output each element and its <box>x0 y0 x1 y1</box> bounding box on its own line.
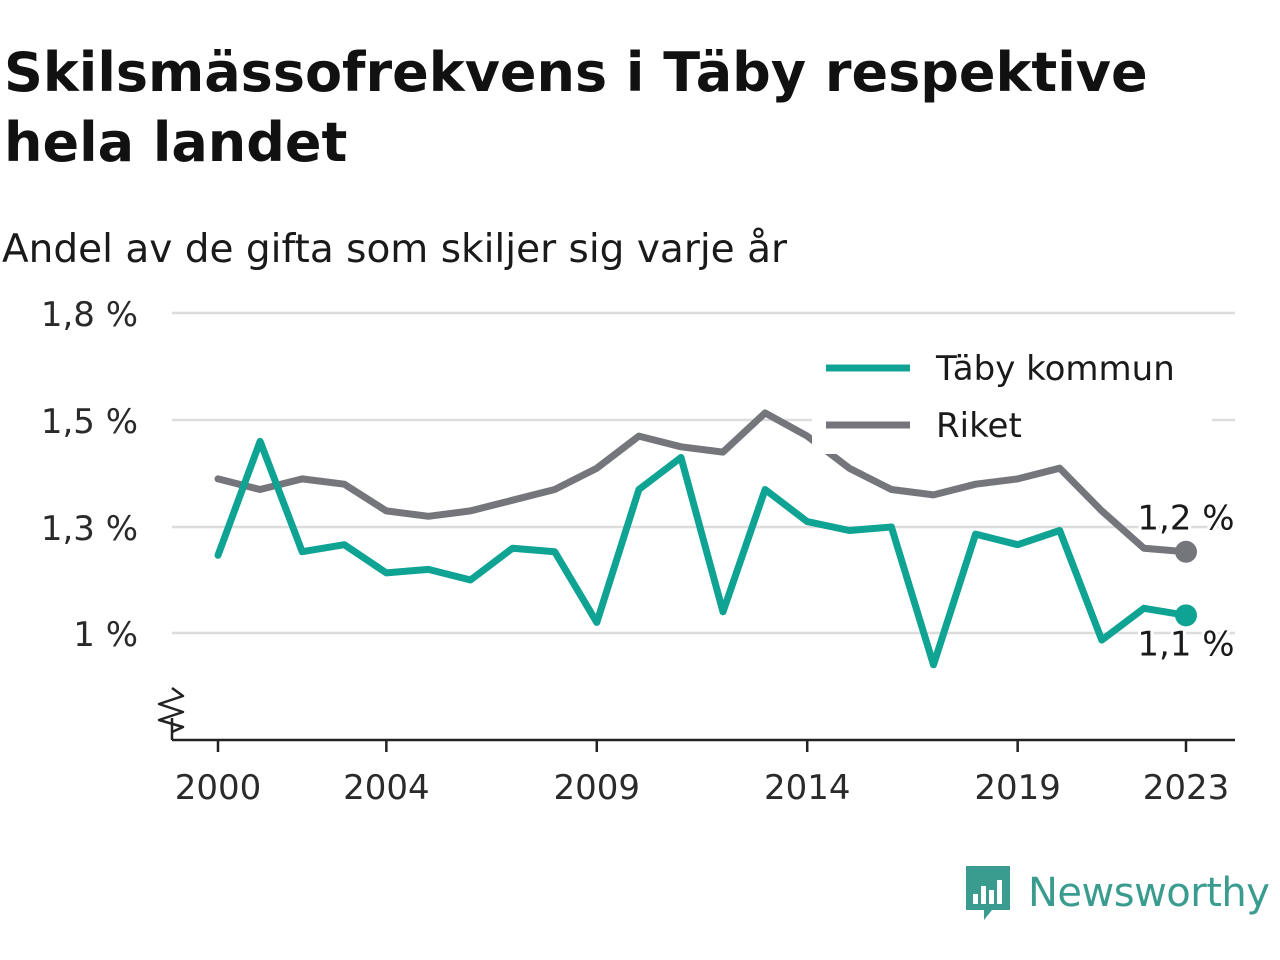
x-tick-label: 2014 <box>764 768 851 808</box>
legend-label-riket: Riket <box>936 406 1022 446</box>
brand: Newsworthy <box>962 858 1270 928</box>
newsworthy-logo-icon <box>966 866 1010 920</box>
end-point-taby <box>1175 604 1197 627</box>
y-tick-label: 1,8 % <box>41 295 138 335</box>
x-tick-label: 2009 <box>554 768 641 808</box>
series-line-riket <box>214 409 1190 556</box>
line-chart: 1 % 1,3 % 1,5 % 1,8 % 2000 2004 2009 2014 2019 20… <box>40 295 1235 808</box>
end-label-riket: 1,2 % <box>1137 499 1234 539</box>
brand-name: Newsworthy <box>1028 870 1270 916</box>
y-tick-label: 1,5 % <box>41 402 138 442</box>
x-tick-label: 2023 <box>1143 768 1230 808</box>
legend-label-taby: Täby kommun <box>935 349 1175 389</box>
x-tick-label: 2000 <box>175 768 262 808</box>
end-label-taby: 1,1 % <box>1137 624 1234 664</box>
legend-background <box>812 342 1212 454</box>
chart-title: Skilsmässofrekvens i Täby respektive hel… <box>4 41 1148 174</box>
x-tick-label: 2004 <box>343 768 430 808</box>
x-tick-label: 2019 <box>974 768 1061 808</box>
chart-subtitle: Andel av de gifta som skiljer sig varje … <box>2 227 788 272</box>
end-point-riket <box>1175 540 1197 563</box>
y-tick-label: 1 % <box>73 615 138 655</box>
y-axis-break-marker <box>157 686 185 734</box>
series-line-taby <box>214 437 1190 669</box>
y-tick-label: 1,3 % <box>41 509 138 549</box>
